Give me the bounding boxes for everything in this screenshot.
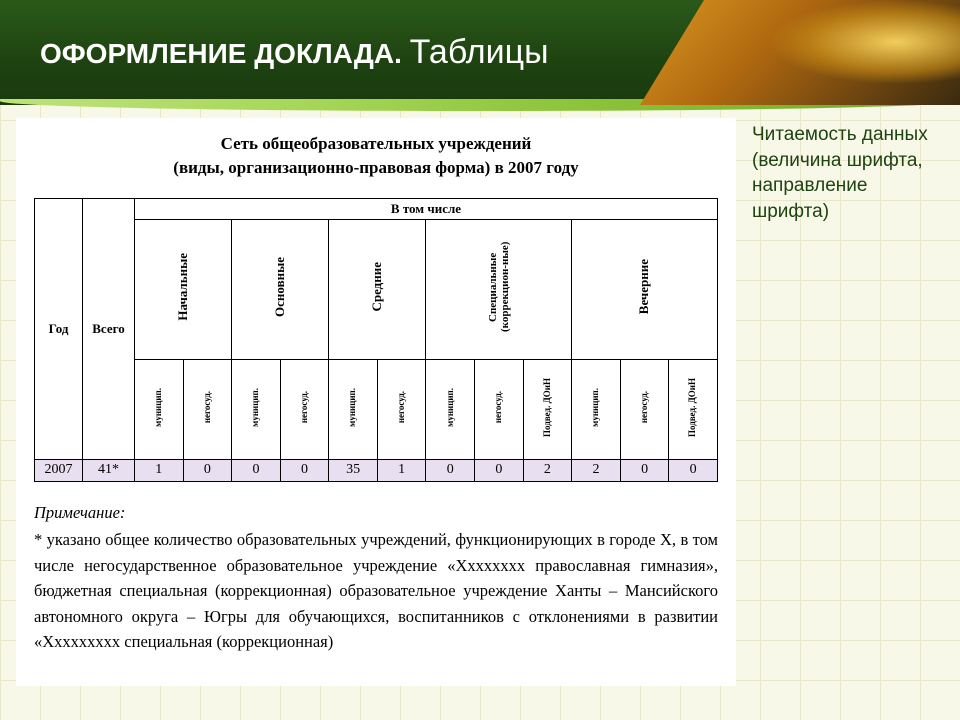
sub-11: Подвед. ДОиН bbox=[688, 378, 697, 437]
cell-v1: 0 bbox=[183, 459, 232, 481]
slide-title-suffix: Таблицы bbox=[410, 33, 549, 71]
sub-1: негосуд. bbox=[203, 391, 212, 423]
sub-row: муницип. негосуд. муницип. негосуд. муни… bbox=[35, 359, 718, 459]
cell-v2: 0 bbox=[232, 459, 281, 481]
sidebar-note: Читаемость данных (величина шрифта, напр… bbox=[752, 122, 942, 225]
slide-header: ОФОРМЛЕНИЕ ДОКЛАДА. Таблицы bbox=[0, 0, 960, 105]
group-0: Начальные bbox=[176, 253, 190, 321]
document-card: Сеть общеобразовательных учреждений (вид… bbox=[16, 118, 736, 686]
sub-5: негосуд. bbox=[397, 391, 406, 423]
cell-total: 41* bbox=[83, 459, 135, 481]
cell-v10: 0 bbox=[620, 459, 669, 481]
slide-title-prefix: ОФОРМЛЕНИЕ ДОКЛАДА. bbox=[40, 38, 402, 69]
cell-v0: 1 bbox=[135, 459, 184, 481]
footnote: Примечание: * указано общее количество о… bbox=[34, 500, 718, 655]
sub-7: негосуд. bbox=[494, 391, 503, 423]
group-row: Начальные Основные Средние Специальные (… bbox=[35, 219, 718, 359]
col-year: Год bbox=[35, 198, 83, 459]
group-4: Вечерние bbox=[637, 259, 651, 314]
sub-3: негосуд. bbox=[300, 391, 309, 423]
cell-v9: 2 bbox=[572, 459, 621, 481]
header-decor bbox=[0, 99, 960, 111]
doc-title-line2: (виды, организационно-правовая форма) в … bbox=[34, 156, 718, 180]
note-heading: Примечание: bbox=[34, 500, 718, 526]
cell-v3: 0 bbox=[280, 459, 329, 481]
cell-v5: 1 bbox=[377, 459, 426, 481]
cell-year: 2007 bbox=[35, 459, 83, 481]
data-row: 2007 41* 1 0 0 0 35 1 0 0 2 2 0 0 bbox=[35, 459, 718, 481]
doc-title-line1: Сеть общеобразовательных учреждений bbox=[34, 132, 718, 156]
sub-4: муницип. bbox=[348, 388, 357, 427]
group-2: Средние bbox=[370, 262, 384, 312]
sub-9: муницип. bbox=[591, 388, 600, 427]
col-including: В том числе bbox=[135, 198, 718, 219]
document-title: Сеть общеобразовательных учреждений (вид… bbox=[34, 132, 718, 180]
sub-8: Подвед. ДОиН bbox=[543, 378, 552, 437]
cell-v6: 0 bbox=[426, 459, 475, 481]
group-1: Основные bbox=[273, 257, 287, 317]
cell-v8: 2 bbox=[523, 459, 572, 481]
sub-0: муницип. bbox=[154, 388, 163, 427]
group-3: Специальные (коррекцион-ные) bbox=[487, 222, 511, 352]
slide-title: ОФОРМЛЕНИЕ ДОКЛАДА. Таблицы bbox=[40, 33, 549, 72]
data-table: Год Всего В том числе Начальные Основные… bbox=[34, 198, 718, 482]
cell-v11: 0 bbox=[669, 459, 718, 481]
cell-v4: 35 bbox=[329, 459, 378, 481]
note-body: * указано общее количество образовательн… bbox=[34, 527, 718, 655]
sub-10: негосуд. bbox=[640, 391, 649, 423]
cell-v7: 0 bbox=[475, 459, 524, 481]
sub-2: муницип. bbox=[251, 388, 260, 427]
sub-6: муницип. bbox=[446, 388, 455, 427]
col-total: Всего bbox=[83, 198, 135, 459]
